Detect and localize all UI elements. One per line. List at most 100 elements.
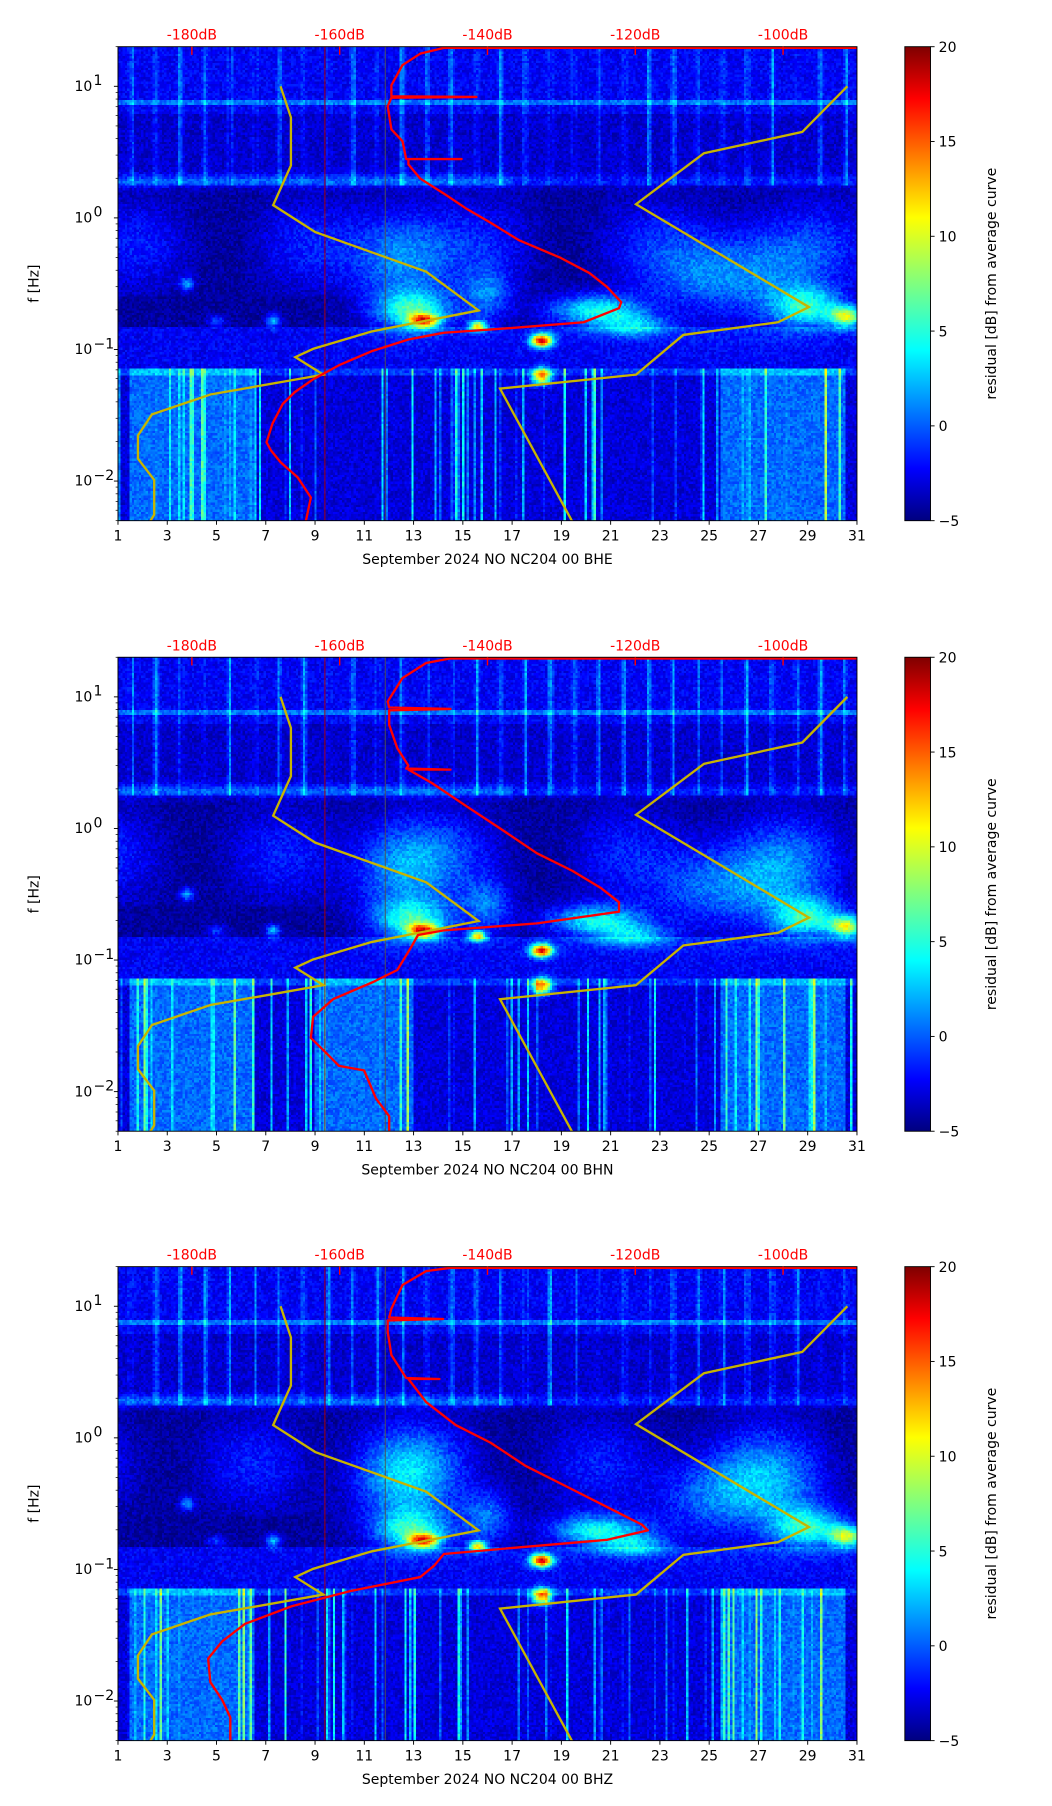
x-tick-label: 9 — [311, 1139, 320, 1155]
plot-frame — [117, 46, 858, 522]
y-tick-base: 10 — [74, 690, 92, 706]
x-tick-label: 15 — [454, 1139, 472, 1155]
x-tick-label: 3 — [163, 1748, 172, 1764]
y-tick-exponent: −2 — [93, 1688, 114, 1704]
top-db-tick-label: -140dB — [462, 638, 512, 654]
x-tick-label: 13 — [405, 1139, 423, 1155]
x-tick-label: 21 — [602, 1139, 620, 1155]
colorbar-tick-label: 10 — [939, 1449, 957, 1465]
x-tick-label: 29 — [799, 1748, 817, 1764]
y-tick-base: 10 — [74, 953, 92, 969]
y-tick-exponent: 1 — [93, 73, 102, 89]
plot-frame — [117, 1266, 858, 1742]
x-tick-label: 19 — [552, 1139, 570, 1155]
top-db-tick-label: -180dB — [167, 28, 217, 44]
x-tick-label: 31 — [848, 1748, 866, 1764]
x-tick-label: 11 — [355, 529, 373, 545]
x-axis-label: September 2024 NO NC204 00 BHZ — [362, 1772, 613, 1788]
noise-model-nhnm — [498, 696, 849, 1132]
x-tick-label: 9 — [311, 529, 320, 545]
top-db-tick-label: -100dB — [758, 1248, 808, 1264]
y-tick-base: 10 — [74, 211, 92, 227]
y-tick-base: 10 — [74, 1562, 92, 1578]
x-tick-label: 13 — [405, 1748, 423, 1764]
y-tick-label: 10 — [74, 79, 92, 95]
y-tick-label: 10 — [74, 1431, 92, 1447]
x-tick-label: 29 — [799, 1139, 817, 1155]
colorbar — [904, 46, 931, 522]
y-axis-label: f [Hz] — [27, 875, 43, 913]
colorbar — [904, 656, 931, 1132]
y-axis-label: f [Hz] — [27, 1485, 43, 1523]
y-tick-base: 10 — [74, 474, 92, 490]
x-tick-label: 27 — [750, 1748, 768, 1764]
y-tick-label: 10 — [74, 821, 92, 837]
noise-model-nhnm — [498, 1305, 849, 1741]
colorbar-tick-label: 0 — [939, 1030, 948, 1046]
y-tick-base: 10 — [74, 342, 92, 358]
colorbar — [904, 1266, 931, 1742]
x-tick-label: 21 — [602, 529, 620, 545]
x-tick-label: 17 — [503, 529, 521, 545]
y-tick-base: 10 — [74, 821, 92, 837]
y-tick-label: 10 — [74, 1694, 92, 1710]
top-db-tick-label: -120dB — [610, 638, 660, 654]
x-tick-label: 1 — [114, 1139, 123, 1155]
x-tick-label: 23 — [651, 529, 669, 545]
x-tick-label: 9 — [311, 1748, 320, 1764]
colorbar-tick-label: 10 — [939, 230, 957, 246]
y-tick-label: 10 — [74, 1299, 92, 1315]
x-tick-label: 25 — [700, 1748, 718, 1764]
colorbar-tick-label: 20 — [939, 1260, 957, 1276]
y-tick-label: 10 — [74, 1084, 92, 1100]
y-tick-exponent: −1 — [93, 336, 114, 352]
y-tick-exponent: −1 — [93, 947, 114, 963]
y-tick-label: 10 — [74, 953, 92, 969]
colorbar-tick-label: 10 — [939, 840, 957, 856]
y-tick-exponent: −1 — [93, 1556, 114, 1572]
x-tick-label: 27 — [750, 1139, 768, 1155]
top-db-tick-label: -180dB — [167, 1248, 217, 1264]
colorbar-tick-label: 20 — [939, 651, 957, 667]
colorbar-tick-label: 15 — [939, 745, 957, 761]
x-tick-label: 11 — [355, 1748, 373, 1764]
average-psd-curve — [309, 657, 857, 1132]
noise-model-nlnm — [136, 1305, 482, 1741]
x-axis-label: September 2024 NO NC204 00 BHN — [361, 1162, 613, 1178]
x-tick-label: 7 — [261, 529, 270, 545]
noise-model-nhnm — [498, 85, 849, 521]
x-tick-label: 23 — [651, 1139, 669, 1155]
colorbar-tick-label: 5 — [939, 324, 948, 340]
spectrogram-heatmap-bhe — [117, 46, 857, 521]
x-tick-label: 15 — [454, 529, 472, 545]
y-axis-label: f [Hz] — [27, 265, 43, 303]
colorbar-tick-label: 5 — [939, 1544, 948, 1560]
x-tick-label: 3 — [163, 529, 172, 545]
y-tick-exponent: 0 — [93, 205, 102, 221]
top-db-tick-label: -180dB — [167, 638, 217, 654]
y-tick-exponent: 0 — [93, 1425, 102, 1441]
top-db-tick-label: -120dB — [610, 28, 660, 44]
x-tick-label: 19 — [552, 1748, 570, 1764]
x-tick-label: 5 — [212, 1748, 221, 1764]
x-tick-label: 21 — [602, 1748, 620, 1764]
y-tick-exponent: −2 — [93, 1078, 114, 1094]
y-tick-exponent: 1 — [93, 1293, 102, 1309]
y-tick-exponent: −2 — [93, 468, 114, 484]
y-tick-label: 10 — [74, 1562, 92, 1578]
top-db-tick-label: -160dB — [315, 28, 365, 44]
x-tick-label: 25 — [700, 1139, 718, 1155]
y-tick-label: 10 — [74, 211, 92, 227]
colorbar-label: residual [dB] from average curve — [984, 1388, 1000, 1620]
x-tick-label: 7 — [261, 1139, 270, 1155]
top-db-tick-label: -100dB — [758, 28, 808, 44]
x-tick-label: 17 — [503, 1139, 521, 1155]
x-axis-label: September 2024 NO NC204 00 BHE — [362, 552, 613, 568]
y-tick-exponent: 0 — [93, 815, 102, 831]
x-tick-label: 7 — [261, 1748, 270, 1764]
y-tick-label: 10 — [74, 690, 92, 706]
x-tick-label: 19 — [552, 529, 570, 545]
x-tick-label: 1 — [114, 529, 123, 545]
spectrogram-heatmap-bhz — [117, 1266, 857, 1741]
